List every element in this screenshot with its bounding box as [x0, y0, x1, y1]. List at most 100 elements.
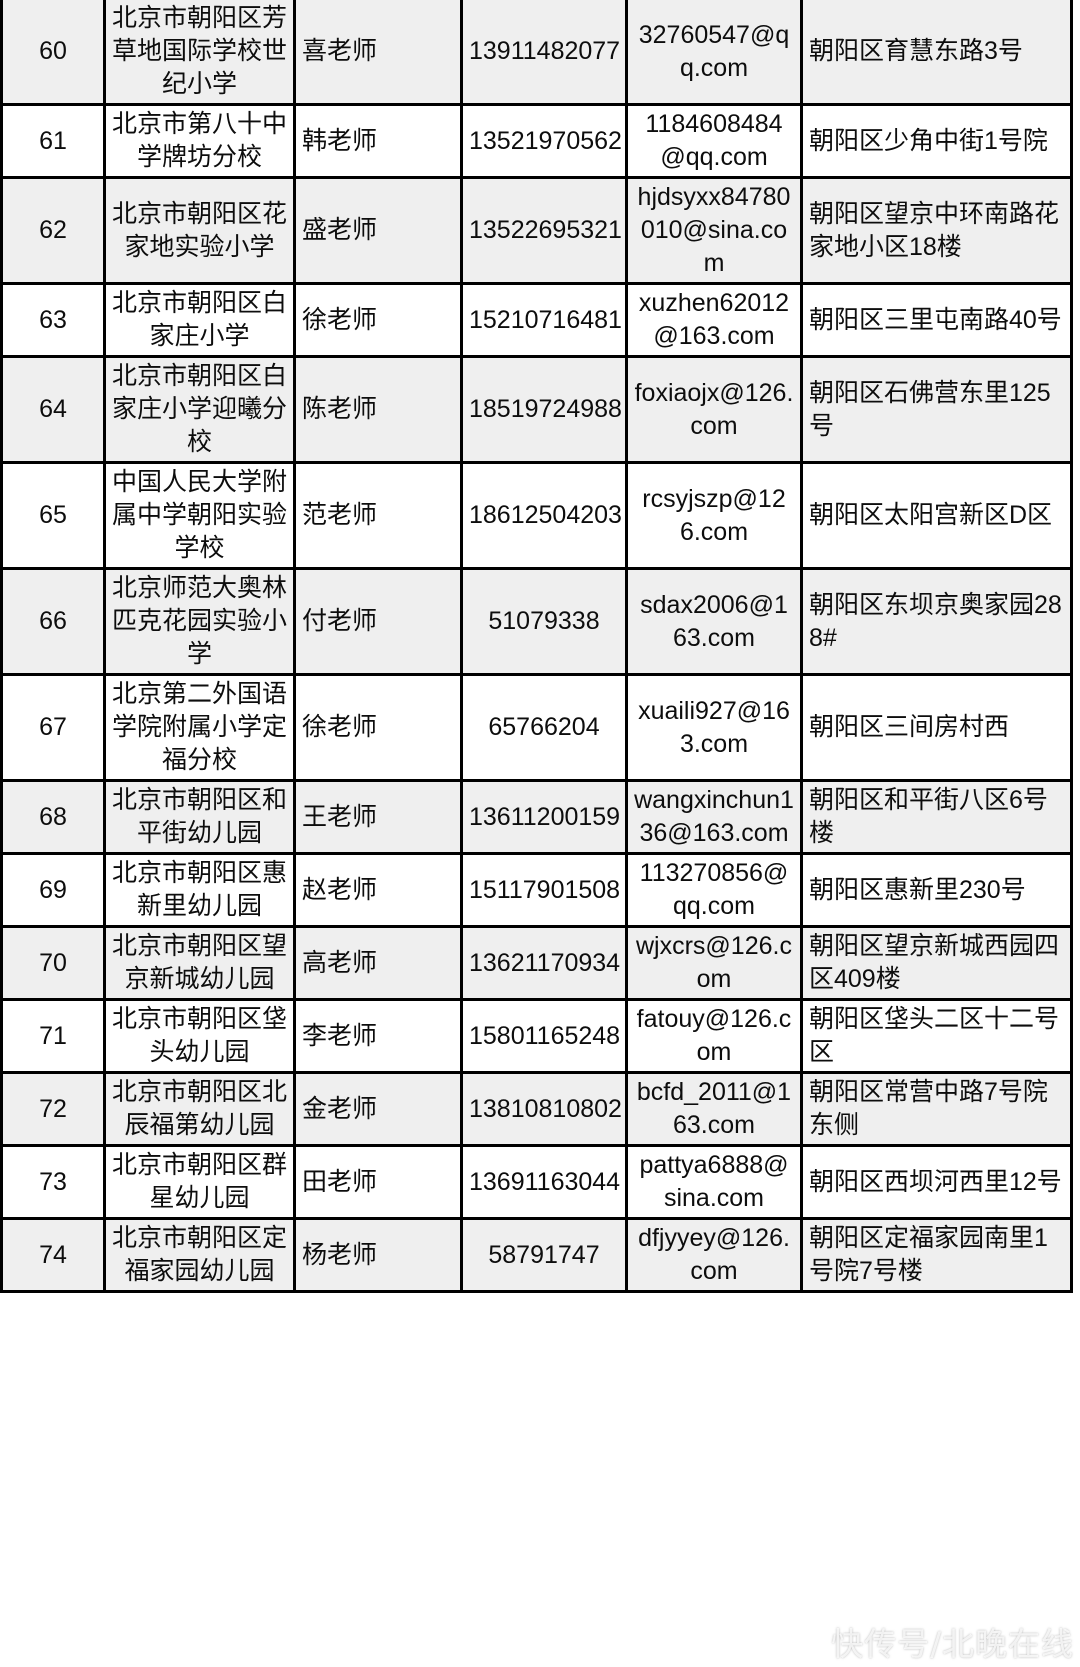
address-cell: 朝阳区少角中街1号院	[800, 103, 1073, 179]
row-index-cell: 74	[0, 1217, 106, 1293]
school-name-cell: 北京师范大奥林匹克花园实验小学	[103, 567, 296, 676]
phone-number-cell: 18612504203	[460, 461, 628, 570]
email-address-cell: wjxcrs@126.com	[625, 925, 803, 1001]
school-name-cell: 北京市朝阳区芳草地国际学校世纪小学	[103, 0, 296, 106]
email-address-cell: 1184608484@qq.com	[625, 103, 803, 179]
school-name-cell: 中国人民大学附属中学朝阳实验学校	[103, 461, 296, 570]
school-name-cell: 北京市朝阳区惠新里幼儿园	[103, 852, 296, 928]
address-cell: 朝阳区育慧东路3号	[800, 0, 1073, 106]
table-row: 60 北京市朝阳区芳草地国际学校世纪小学 喜老师 13911482077 3276054…	[0, 0, 1073, 106]
phone-number-cell: 13810810802	[460, 1071, 628, 1147]
contact-person-cell: 范老师	[293, 461, 463, 570]
table-row: 71 北京市朝阳区垡头幼儿园 李老师 15801165248 fatouy@126.co…	[0, 998, 1073, 1074]
table-row: 73 北京市朝阳区群星幼儿园 田老师 13691163044 pattya6888@si…	[0, 1144, 1073, 1220]
address-cell: 朝阳区三里屯南路40号	[800, 282, 1073, 358]
row-index-cell: 65	[0, 461, 106, 570]
row-index-cell: 63	[0, 282, 106, 358]
address-cell: 朝阳区三间房村西	[800, 673, 1073, 782]
contact-person-cell: 田老师	[293, 1144, 463, 1220]
school-name-cell: 北京市朝阳区北辰福第幼儿园	[103, 1071, 296, 1147]
address-cell: 朝阳区垡头二区十二号区	[800, 998, 1073, 1074]
email-address-cell: fatouy@126.com	[625, 998, 803, 1074]
address-cell: 朝阳区望京新城西园四区409楼	[800, 925, 1073, 1001]
table-row: 66 北京师范大奥林匹克花园实验小学 付老师 51079338 sdax2006@163…	[0, 567, 1073, 676]
table-row: 65 中国人民大学附属中学朝阳实验学校 范老师 18612504203 rcsyjszp…	[0, 461, 1073, 570]
email-address-cell: 113270856@qq.com	[625, 852, 803, 928]
phone-number-cell: 15801165248	[460, 998, 628, 1074]
school-name-cell: 北京市朝阳区垡头幼儿园	[103, 998, 296, 1074]
email-address-cell: xuzhen62012@163.com	[625, 282, 803, 358]
row-index-cell: 71	[0, 998, 106, 1074]
school-name-cell: 北京市朝阳区花家地实验小学	[103, 176, 296, 285]
row-index-cell: 69	[0, 852, 106, 928]
table-row: 61 北京市第八十中学牌坊分校 韩老师 13521970562 1184608484@q…	[0, 103, 1073, 179]
contact-person-cell: 王老师	[293, 779, 463, 855]
contact-person-cell: 赵老师	[293, 852, 463, 928]
table-body: 60 北京市朝阳区芳草地国际学校世纪小学 喜老师 13911482077 3276054…	[0, 0, 1073, 1293]
row-index-cell: 68	[0, 779, 106, 855]
email-address-cell: bcfd_2011@163.com	[625, 1071, 803, 1147]
email-address-cell: wangxinchun136@163.com	[625, 779, 803, 855]
phone-number-cell: 58791747	[460, 1217, 628, 1293]
school-name-cell: 北京市朝阳区定福家园幼儿园	[103, 1217, 296, 1293]
email-address-cell: 32760547@qq.com	[625, 0, 803, 106]
contact-person-cell: 付老师	[293, 567, 463, 676]
table-row: 68 北京市朝阳区和平街幼儿园 王老师 13611200159 wangxinchun1…	[0, 779, 1073, 855]
school-name-cell: 北京市朝阳区群星幼儿园	[103, 1144, 296, 1220]
table-row: 74 北京市朝阳区定福家园幼儿园 杨老师 58791747 dfjyyey@126.co…	[0, 1217, 1073, 1293]
watermark-text: 快传号/北晚在线	[831, 1625, 1074, 1663]
email-address-cell: pattya6888@sina.com	[625, 1144, 803, 1220]
school-name-cell: 北京市朝阳区和平街幼儿园	[103, 779, 296, 855]
phone-number-cell: 13691163044	[460, 1144, 628, 1220]
school-name-cell: 北京第二外国语学院附属小学定福分校	[103, 673, 296, 782]
address-cell: 朝阳区定福家园南里1号院7号楼	[800, 1217, 1073, 1293]
phone-number-cell: 13621170934	[460, 925, 628, 1001]
email-address-cell: sdax2006@163.com	[625, 567, 803, 676]
school-name-cell: 北京市朝阳区白家庄小学	[103, 282, 296, 358]
contact-person-cell: 李老师	[293, 998, 463, 1074]
phone-number-cell: 13522695321	[460, 176, 628, 285]
row-index-cell: 61	[0, 103, 106, 179]
address-cell: 朝阳区东坝京奥家园288#	[800, 567, 1073, 676]
row-index-cell: 72	[0, 1071, 106, 1147]
row-index-cell: 60	[0, 0, 106, 106]
address-cell: 朝阳区西坝河西里12号	[800, 1144, 1073, 1220]
contact-person-cell: 杨老师	[293, 1217, 463, 1293]
table-row: 72 北京市朝阳区北辰福第幼儿园 金老师 13810810802 bcfd_2011@1…	[0, 1071, 1073, 1147]
table-row: 62 北京市朝阳区花家地实验小学 盛老师 13522695321 hjdsyxx8478…	[0, 176, 1073, 285]
email-address-cell: rcsyjszp@126.com	[625, 461, 803, 570]
address-cell: 朝阳区太阳宫新区D区	[800, 461, 1073, 570]
contact-person-cell: 高老师	[293, 925, 463, 1001]
email-address-cell: hjdsyxx84780010@sina.com	[625, 176, 803, 285]
table-row: 63 北京市朝阳区白家庄小学 徐老师 15210716481 xuzhen62012@1…	[0, 282, 1073, 358]
row-index-cell: 73	[0, 1144, 106, 1220]
phone-number-cell: 15117901508	[460, 852, 628, 928]
address-cell: 朝阳区常营中路7号院东侧	[800, 1071, 1073, 1147]
phone-number-cell: 13911482077	[460, 0, 628, 106]
contact-person-cell: 盛老师	[293, 176, 463, 285]
row-index-cell: 64	[0, 355, 106, 464]
table-row: 64 北京市朝阳区白家庄小学迎曦分校 陈老师 18519724988 foxiaojx@…	[0, 355, 1073, 464]
email-address-cell: xuaili927@163.com	[625, 673, 803, 782]
email-address-cell: foxiaojx@126.com	[625, 355, 803, 464]
address-cell: 朝阳区和平街八区6号楼	[800, 779, 1073, 855]
contact-person-cell: 喜老师	[293, 0, 463, 106]
contact-person-cell: 陈老师	[293, 355, 463, 464]
contact-person-cell: 徐老师	[293, 282, 463, 358]
table-row: 67 北京第二外国语学院附属小学定福分校 徐老师 65766204 xuaili927@…	[0, 673, 1073, 782]
phone-number-cell: 18519724988	[460, 355, 628, 464]
row-index-cell: 67	[0, 673, 106, 782]
contact-person-cell: 金老师	[293, 1071, 463, 1147]
email-address-cell: dfjyyey@126.com	[625, 1217, 803, 1293]
school-name-cell: 北京市朝阳区白家庄小学迎曦分校	[103, 355, 296, 464]
address-cell: 朝阳区望京中环南路花家地小区18楼	[800, 176, 1073, 285]
school-name-cell: 北京市第八十中学牌坊分校	[103, 103, 296, 179]
row-index-cell: 62	[0, 176, 106, 285]
phone-number-cell: 13521970562	[460, 103, 628, 179]
address-cell: 朝阳区惠新里230号	[800, 852, 1073, 928]
contact-person-cell: 韩老师	[293, 103, 463, 179]
school-name-cell: 北京市朝阳区望京新城幼儿园	[103, 925, 296, 1001]
school-contact-table: 60 北京市朝阳区芳草地国际学校世纪小学 喜老师 13911482077 3276054…	[0, 0, 1073, 1293]
table-row: 70 北京市朝阳区望京新城幼儿园 高老师 13621170934 wjxcrs@126.…	[0, 925, 1073, 1001]
